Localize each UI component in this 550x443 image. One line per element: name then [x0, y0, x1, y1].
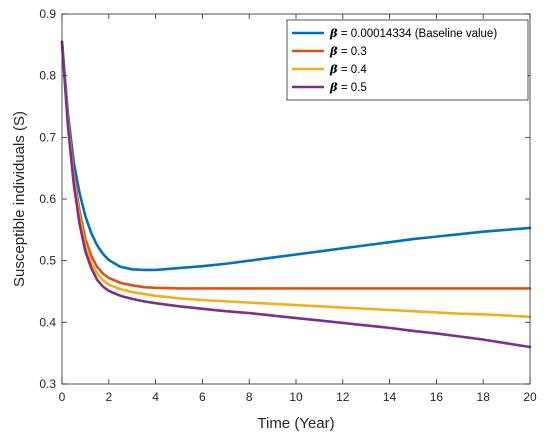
x-tick-label: 16 — [430, 390, 444, 404]
series-line-0 — [60, 40, 532, 272]
y-tick-label: 0.6 — [39, 192, 56, 206]
y-tick-label: 0.5 — [39, 254, 56, 268]
x-tick-label: 10 — [289, 390, 303, 404]
x-tick-label: 6 — [199, 390, 206, 404]
x-axis-label: Time (Year) — [257, 415, 334, 432]
x-tick-label: 18 — [477, 390, 491, 404]
y-tick-label: 0.3 — [39, 377, 56, 391]
legend-label: = 0.4 — [338, 64, 368, 76]
x-tick-label: 8 — [246, 390, 253, 404]
legend-entry-0: β = 0.00014334 (Baseline value) — [329, 26, 497, 40]
y-tick-label: 0.4 — [39, 315, 56, 329]
y-tick-label: 0.8 — [39, 69, 56, 83]
x-tick-label: 4 — [152, 390, 159, 404]
x-tick-label: 12 — [336, 390, 350, 404]
legend-entry-3: β = 0.5 — [329, 80, 367, 94]
legend: β = 0.00014334 (Baseline value)β = 0.3β … — [286, 19, 529, 101]
y-tick-label: 0.9 — [39, 7, 56, 21]
legend-symbol: β — [329, 80, 338, 94]
legend-entry-1: β = 0.3 — [329, 44, 367, 58]
series-line-1 — [60, 40, 532, 290]
ticks: 0 2 4 6 8 10 12 14 16 18 20 0.3 0.4 0.5 0.6 0.7 0.8 0.9 — [39, 7, 537, 404]
y-tick-label: 0.7 — [39, 130, 56, 144]
series-line-2 — [60, 40, 532, 319]
legend-symbol: β — [329, 62, 338, 76]
legend-box — [286, 19, 529, 101]
series-lines — [60, 40, 532, 349]
x-tick-label: 0 — [59, 390, 66, 404]
legend-label: = 0.3 — [338, 46, 367, 58]
legend-label: = 0.00014334 (Baseline value) — [338, 28, 498, 40]
legend-symbol: β — [329, 26, 338, 40]
y-axis-label: Susceptible individuals (S) — [11, 111, 28, 287]
x-tick-label: 20 — [523, 390, 537, 404]
legend-entry-2: β = 0.4 — [329, 62, 367, 76]
legend-label: = 0.5 — [338, 82, 367, 94]
x-tick-label: 14 — [383, 390, 397, 404]
series-line-3 — [60, 40, 532, 349]
legend-symbol: β — [329, 44, 338, 58]
x-tick-label: 2 — [105, 390, 112, 404]
